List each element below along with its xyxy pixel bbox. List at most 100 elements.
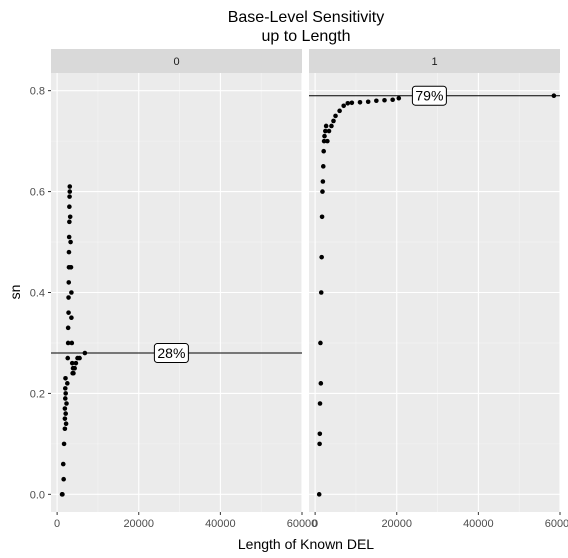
chart-title-line-1: Base-Level Sensitivity [228, 9, 385, 26]
panels-layer: 0 0 20000 40000 60000 0.0 0.2 0.4 0.6 0.8 28% 1 0 200… [30, 49, 568, 530]
data-point [63, 411, 68, 416]
x-tick-label: 20000 [381, 518, 412, 530]
data-point [317, 441, 322, 447]
y-tick-label: 0.8 [30, 86, 45, 98]
annotation-box [411, 85, 447, 106]
data-point [69, 360, 75, 366]
data-point [68, 239, 73, 245]
data-point [62, 386, 68, 391]
y-tick-label: 0.4 [30, 288, 45, 300]
data-point [69, 290, 74, 295]
x-tick-label: 40000 [463, 518, 494, 530]
data-point [320, 164, 326, 169]
data-point [62, 406, 68, 411]
data-point [325, 138, 330, 144]
data-point [374, 98, 379, 104]
facet-strip [309, 49, 560, 73]
x-tick-label: 0 [54, 518, 60, 530]
data-point [67, 214, 73, 220]
panel-1: 1 0 20000 40000 60000 79% [309, 49, 568, 530]
data-point [67, 189, 73, 194]
y-tick-label: 0.2 [30, 388, 45, 400]
data-point [337, 108, 342, 114]
x-tick-label: 40000 [205, 518, 236, 530]
data-point [67, 184, 73, 189]
data-point [321, 148, 326, 154]
data-point [320, 179, 326, 184]
data-point [323, 128, 328, 134]
data-point [77, 355, 82, 361]
chart-title-line-2: up to Length [262, 28, 351, 45]
data-point [65, 381, 70, 386]
y-tick-label: 0.6 [30, 187, 45, 199]
data-point [329, 123, 334, 129]
data-point [60, 492, 65, 497]
panel-0: 0 0 20000 40000 60000 0.0 0.2 0.4 0.6 0.8 28% [30, 49, 318, 530]
data-point [349, 100, 355, 106]
data-point [73, 360, 79, 366]
y-axis-title: sn [7, 285, 23, 300]
data-point [396, 95, 402, 101]
data-point [66, 249, 72, 255]
data-point [61, 441, 67, 447]
annotation-label: 28% [157, 345, 185, 361]
data-point [65, 325, 71, 331]
data-point [323, 123, 329, 129]
facet-strip-label: 1 [431, 56, 437, 68]
data-point [322, 133, 327, 139]
data-point [64, 401, 69, 406]
x-tick-label: 20000 [123, 518, 154, 530]
data-point [67, 219, 72, 225]
data-point [65, 355, 71, 361]
data-point [63, 391, 68, 396]
data-point [67, 204, 72, 210]
data-point [319, 254, 324, 260]
data-point [318, 340, 323, 346]
data-point [69, 315, 74, 321]
data-point [62, 416, 68, 421]
annotation-label: 79% [415, 88, 443, 104]
data-point [320, 189, 325, 194]
data-point [61, 476, 66, 482]
data-point [66, 295, 71, 300]
data-point [390, 97, 395, 103]
data-point [65, 340, 71, 346]
facet-strip [51, 49, 302, 73]
data-point [345, 100, 351, 106]
data-point [62, 426, 68, 432]
data-point [66, 234, 72, 240]
data-point [333, 113, 338, 119]
data-point [357, 99, 363, 105]
data-point [316, 492, 322, 497]
x-tick-label: 60000 [287, 518, 318, 530]
data-point [365, 99, 371, 105]
data-point [60, 461, 66, 467]
data-point [66, 280, 72, 285]
data-point [62, 396, 68, 401]
data-point [317, 401, 323, 406]
data-point [382, 97, 387, 103]
data-point [318, 290, 324, 295]
data-point [331, 118, 336, 124]
annotation-box [153, 343, 189, 364]
data-point [69, 340, 75, 346]
data-point [319, 214, 325, 220]
data-point [68, 264, 74, 270]
data-point [63, 421, 69, 426]
data-point [66, 310, 71, 315]
data-point [341, 103, 346, 109]
data-point [67, 194, 72, 199]
data-point [71, 370, 76, 376]
data-point [326, 128, 332, 134]
data-point [72, 365, 77, 371]
x-axis-title: Length of Known DEL [238, 536, 374, 552]
x-tick-label: 60000 [545, 518, 568, 530]
x-tick-label: 0 [312, 518, 318, 530]
facet-strip-label: 0 [173, 56, 179, 68]
data-point [317, 431, 323, 437]
data-point [318, 381, 324, 386]
data-point [63, 375, 68, 381]
data-point [321, 138, 327, 144]
y-tick-label: 0.0 [30, 489, 45, 501]
